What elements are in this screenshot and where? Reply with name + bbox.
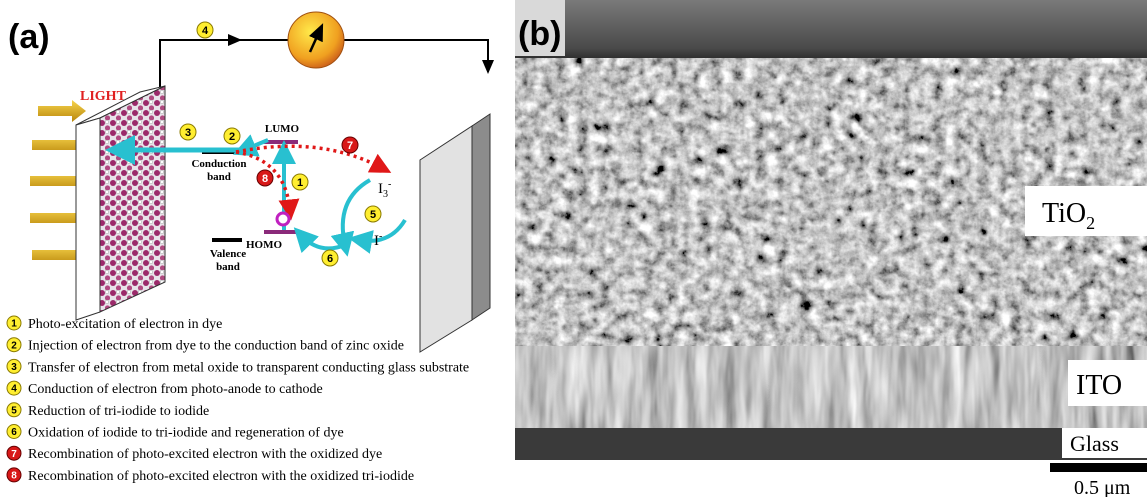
step-number: 1 [11,319,17,330]
step-number: 8 [262,173,268,185]
step-number: 8 [11,471,17,482]
step-text: Oxidation of iodide to tri-iodide and re… [28,426,344,441]
step-number: 4 [202,25,209,37]
panel-a: (a) LIGHT [7,12,490,484]
iodide-arrow [360,220,405,241]
step-text: Recombination of photo-excited electron … [28,447,382,462]
valence-label: band [216,261,240,273]
conduction-label: band [207,171,231,183]
conduction-label: Conduction [191,158,246,170]
step-text: Recombination of photo-excited electron … [28,469,414,484]
step-text: Injection of electron from dye to the co… [28,339,404,354]
lumo-label: LUMO [265,123,300,135]
ito-layer [515,346,1147,430]
step-number: 2 [229,131,235,143]
step-number: 2 [11,340,17,351]
figure: (a) LIGHT [0,0,1147,497]
glass-label: Glass [1070,431,1119,456]
step-number: 6 [11,427,17,438]
step-number: 5 [11,405,17,416]
iodide-label: I- [374,231,382,249]
step-number: 7 [11,449,17,460]
ito-label: ITO [1076,370,1122,401]
panel-label: (a) [8,18,50,56]
step-number: 3 [11,362,17,373]
step-number: 7 [347,140,353,152]
vacuum-region [515,0,1147,60]
scale-label: 0.5 μm [1074,477,1131,497]
step-number: 1 [297,177,303,189]
step-text: Reduction of tri-iodide to iodide [28,404,209,419]
step-text: Photo-excitation of electron in dye [28,317,222,332]
step-number: 4 [11,384,17,395]
step-legend: 1 Photo-excitation of electron in dye 2 Inj… [7,316,469,484]
step-text: Conduction of electron from photo-anode … [28,382,323,397]
triiodide-label: I3- [378,179,391,200]
panel-label: (b) [518,15,561,53]
valence-label: Valence [210,248,246,260]
anode-side [76,118,100,320]
step-number: 3 [185,127,191,139]
step-number: 5 [370,209,376,221]
hole [277,213,289,225]
panel-b: (b) TiO2 ITO Glass 0.5 μm [515,0,1147,497]
glass-layer [515,428,1147,460]
step-number: 6 [327,253,333,265]
cathode-face [420,126,472,352]
step-text: Transfer of electron from metal oxide to… [28,360,469,375]
cathode-side [472,114,490,320]
light-label: LIGHT [80,89,127,104]
scale-bar [1050,463,1147,472]
anode-face [100,86,165,312]
homo-label: HOMO [246,239,282,251]
regeneration-arrow [302,236,345,248]
